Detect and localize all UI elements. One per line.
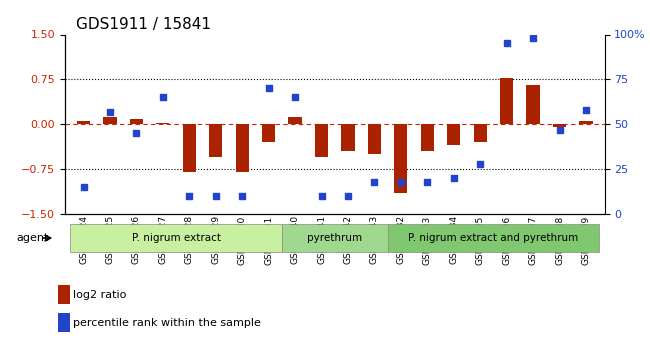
Bar xyxy=(500,78,514,124)
Point xyxy=(396,179,406,184)
Point xyxy=(184,193,194,199)
Bar xyxy=(57,285,70,304)
Point xyxy=(290,95,300,100)
Bar xyxy=(553,124,566,127)
Text: P. nigrum extract: P. nigrum extract xyxy=(131,233,220,243)
Bar xyxy=(368,124,381,154)
Bar xyxy=(395,124,408,193)
Bar xyxy=(130,119,143,124)
Bar xyxy=(421,124,434,151)
Bar xyxy=(209,124,222,157)
Text: GDS1911 / 15841: GDS1911 / 15841 xyxy=(76,17,211,32)
Point xyxy=(237,193,248,199)
Point xyxy=(501,41,512,46)
Point xyxy=(78,184,88,190)
Text: agent: agent xyxy=(16,233,49,243)
Point xyxy=(554,127,565,132)
Bar xyxy=(103,117,116,124)
Point xyxy=(422,179,432,184)
Text: log2 ratio: log2 ratio xyxy=(73,290,126,299)
Point xyxy=(131,130,142,136)
Point xyxy=(343,193,353,199)
Bar xyxy=(315,124,328,157)
Point xyxy=(263,86,274,91)
Bar xyxy=(341,124,355,151)
Text: pyrethrum: pyrethrum xyxy=(307,233,362,243)
Text: P. nigrum extract and pyrethrum: P. nigrum extract and pyrethrum xyxy=(408,233,578,243)
Bar xyxy=(447,124,460,145)
Bar xyxy=(289,117,302,124)
Point xyxy=(158,95,168,100)
Bar xyxy=(262,124,275,142)
Text: percentile rank within the sample: percentile rank within the sample xyxy=(73,318,261,327)
Bar xyxy=(77,121,90,124)
Point xyxy=(448,175,459,181)
Point xyxy=(369,179,380,184)
Point xyxy=(211,193,221,199)
Bar xyxy=(235,124,249,172)
FancyBboxPatch shape xyxy=(70,224,282,252)
Bar xyxy=(579,121,593,124)
Bar xyxy=(57,313,70,332)
FancyBboxPatch shape xyxy=(387,224,599,252)
Point xyxy=(105,109,115,115)
FancyBboxPatch shape xyxy=(282,224,387,252)
Bar xyxy=(526,85,539,124)
Bar xyxy=(183,124,196,172)
Point xyxy=(528,35,538,41)
Bar xyxy=(474,124,487,142)
Point xyxy=(581,107,592,112)
Bar xyxy=(156,123,170,124)
Point xyxy=(475,161,486,166)
Point xyxy=(317,193,327,199)
